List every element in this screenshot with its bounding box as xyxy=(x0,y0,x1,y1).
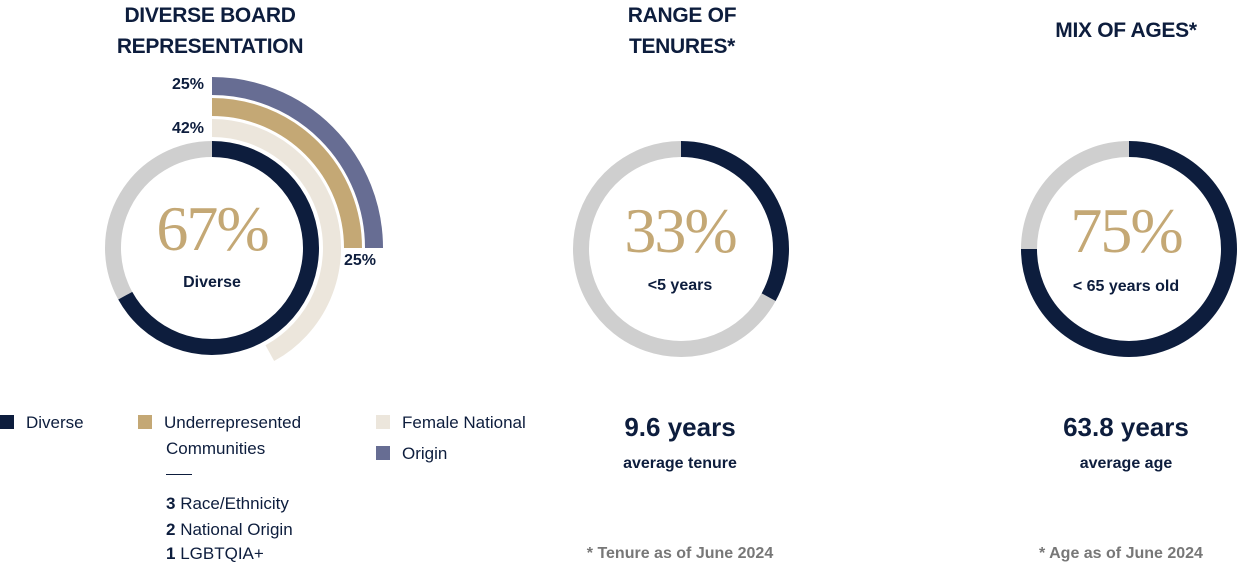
female-arc xyxy=(211,119,341,362)
breakdown-label: National Origin xyxy=(180,520,293,539)
legend-underrep-label2: Communities xyxy=(166,439,266,458)
ages-stat-label: average age xyxy=(1079,455,1173,472)
legend-origin-swatch xyxy=(376,446,390,460)
ages-center-value: 75% xyxy=(1070,195,1183,266)
breakdown-count: 3 xyxy=(166,494,176,513)
legend-diverse-swatch xyxy=(0,415,14,429)
legend-underrep-swatch xyxy=(138,415,152,429)
board-title-line1: DIVERSE BOARD xyxy=(124,4,296,27)
underrep-arc xyxy=(211,98,362,249)
breakdown-count: 2 xyxy=(166,520,176,539)
legend-divider xyxy=(166,474,192,475)
breakdown-item: 2 National Origin xyxy=(166,517,293,543)
tenure-center-label: <5 years xyxy=(647,277,713,294)
tenure-ring xyxy=(573,141,789,357)
underrep-pct-label: 25% xyxy=(344,252,377,269)
legend-underrep: Underrepresented xyxy=(138,410,301,436)
tenure-stat-label: average tenure xyxy=(623,455,737,472)
tenure-center-value: 33% xyxy=(624,195,737,266)
board-title-line2: REPRESENTATION xyxy=(116,35,304,58)
breakdown-count: 1 xyxy=(166,544,176,563)
tenure-title: RANGE OF TENURES* xyxy=(582,0,782,62)
legend-underrep-label1: Underrepresented xyxy=(164,413,302,432)
breakdown-label: Race/Ethnicity xyxy=(180,494,289,513)
breakdown-item: 1 LGBTQIA+ xyxy=(166,541,264,567)
legend-diverse: Diverse xyxy=(0,410,84,436)
tenure-under5-arc xyxy=(680,141,789,302)
board-title: DIVERSE BOARD REPRESENTATION xyxy=(60,0,360,62)
tenure-footnote: * Tenure as of June 2024 xyxy=(586,545,774,562)
tenure-title-line2: TENURES* xyxy=(628,35,736,58)
origin-pct-label: 25% xyxy=(172,76,205,93)
legend-diverse-label: Diverse xyxy=(26,413,84,432)
breakdown-label: LGBTQIA+ xyxy=(180,544,264,563)
legend-female: Female National xyxy=(376,410,526,436)
board-rings xyxy=(105,77,383,362)
ages-other-arc xyxy=(1021,141,1130,250)
board-center-value: 67% xyxy=(156,193,269,264)
ages-footnote: * Age as of June 2024 xyxy=(1039,545,1203,562)
breakdown-item: 3 Race/Ethnicity xyxy=(166,491,289,517)
female-pct-label: 42% xyxy=(172,120,205,137)
legend-origin: Origin xyxy=(376,441,447,467)
tenure-title-line1: RANGE OF xyxy=(627,4,737,27)
ages-title: MIX OF AGES* xyxy=(1055,19,1197,42)
tenure-stat-value: 9.6 years xyxy=(624,412,736,442)
board-center-label: Diverse xyxy=(183,274,241,291)
ages-center-label: < 65 years old xyxy=(1072,278,1180,295)
legend-female-label: Female National xyxy=(402,413,526,432)
ages-stat-value: 63.8 years xyxy=(1063,412,1189,442)
ages-under65-arc xyxy=(1021,141,1237,357)
ages-ring xyxy=(1021,141,1237,357)
tenure-other-arc xyxy=(573,141,776,357)
legend-female-swatch xyxy=(376,415,390,429)
diverse-arc xyxy=(118,141,319,355)
legend-origin-label: Origin xyxy=(402,444,448,463)
origin-arc xyxy=(211,77,383,249)
diverse-remainder-arc xyxy=(105,141,213,300)
